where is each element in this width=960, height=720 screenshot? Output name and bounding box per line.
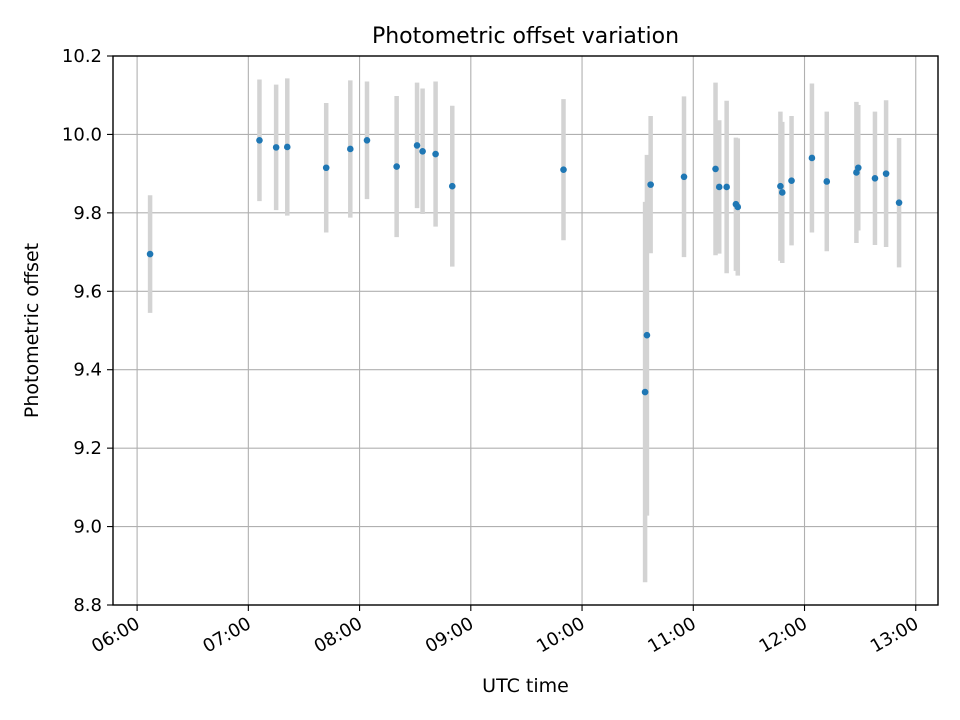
data-point <box>363 137 371 144</box>
y-tick-label: 9.6 <box>73 281 102 302</box>
data-point <box>778 189 786 196</box>
data-point <box>347 145 354 153</box>
y-tick-label: 9.8 <box>73 203 102 224</box>
data-point <box>256 137 263 144</box>
y-tick-label: 9.2 <box>73 438 102 459</box>
plot-frame <box>112 55 939 606</box>
data-point <box>734 203 742 211</box>
data-point <box>854 164 862 172</box>
data-point <box>723 183 730 191</box>
y-tick-label: 9.0 <box>73 517 102 538</box>
data-point <box>823 178 831 185</box>
data-point <box>808 154 816 162</box>
grid-lines <box>113 55 938 606</box>
y-tick-label: 10.0 <box>62 124 102 145</box>
data-point <box>871 175 879 182</box>
y-tick-label: 8.8 <box>73 595 102 616</box>
data-point <box>788 177 795 185</box>
data-point <box>715 183 723 191</box>
data-point <box>777 182 784 190</box>
data-point <box>647 181 654 188</box>
data-point <box>322 164 330 172</box>
data-point <box>432 150 439 158</box>
y-tick-label: 10.2 <box>62 46 102 67</box>
data-point <box>146 250 154 258</box>
data-point <box>413 142 421 149</box>
data-points <box>146 137 903 396</box>
y-axis-label: Photometric offset <box>21 243 43 418</box>
chart-title: Photometric offset variation <box>372 24 679 49</box>
data-point <box>393 163 400 170</box>
data-point <box>283 143 291 151</box>
y-tick-label: 9.4 <box>73 360 102 381</box>
data-point <box>448 182 456 190</box>
data-point <box>272 144 280 151</box>
data-point <box>560 166 567 174</box>
data-point <box>419 147 426 155</box>
data-point <box>895 199 903 206</box>
y-axis-ticks: 8.8 9.0 9.2 9.4 9.6 9.8 10.0 10.2 <box>62 46 113 616</box>
data-point <box>680 173 688 181</box>
data-point <box>882 170 890 177</box>
x-axis-label: UTC time <box>482 675 569 697</box>
data-point <box>641 388 649 396</box>
data-point <box>643 331 651 339</box>
data-point <box>712 165 719 173</box>
